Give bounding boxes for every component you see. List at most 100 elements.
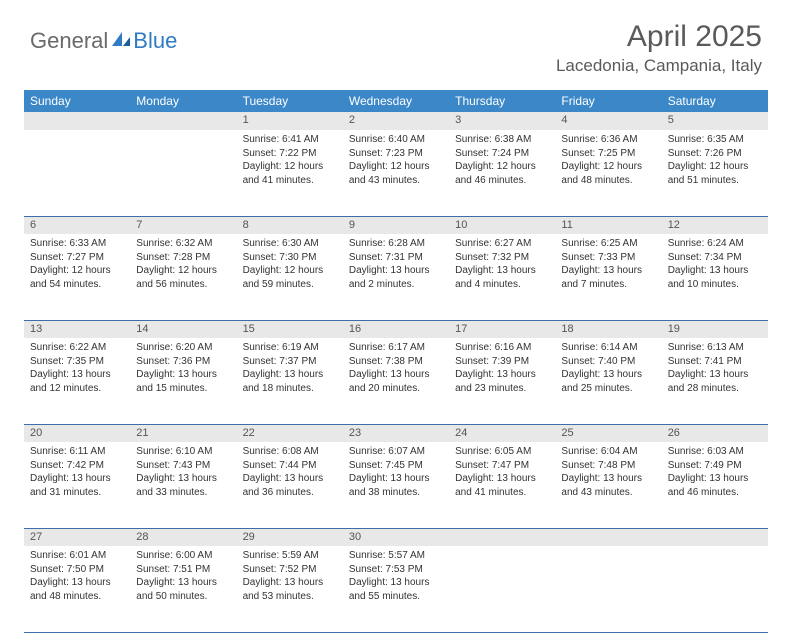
sunrise-text: Sunrise: 6:33 AM	[30, 237, 124, 251]
day-details: Sunrise: 6:40 AMSunset: 7:23 PMDaylight:…	[343, 130, 449, 193]
daylight-text: Daylight: 13 hours and 53 minutes.	[243, 576, 337, 603]
daylight-text: Daylight: 13 hours and 41 minutes.	[455, 472, 549, 499]
day-details: Sunrise: 6:25 AMSunset: 7:33 PMDaylight:…	[555, 234, 661, 297]
daynum-cell: 17	[449, 320, 555, 338]
daylight-text: Daylight: 12 hours and 51 minutes.	[668, 160, 762, 187]
daylight-text: Daylight: 13 hours and 38 minutes.	[349, 472, 443, 499]
weekday-header: Wednesday	[343, 90, 449, 112]
daynum-cell: 13	[24, 320, 130, 338]
day-cell	[24, 130, 130, 216]
day-number: 15	[237, 321, 343, 337]
day-cell: Sunrise: 6:03 AMSunset: 7:49 PMDaylight:…	[662, 442, 768, 528]
sunset-text: Sunset: 7:31 PM	[349, 251, 443, 265]
day-number: 11	[555, 217, 661, 233]
day-number: 12	[662, 217, 768, 233]
daylight-text: Daylight: 13 hours and 15 minutes.	[136, 368, 230, 395]
daynum-cell: 23	[343, 424, 449, 442]
day-number: 5	[662, 112, 768, 128]
daynum-cell	[449, 528, 555, 546]
daynum-cell: 26	[662, 424, 768, 442]
day-number: 14	[130, 321, 236, 337]
day-cell: Sunrise: 6:28 AMSunset: 7:31 PMDaylight:…	[343, 234, 449, 320]
sunset-text: Sunset: 7:52 PM	[243, 563, 337, 577]
day-details: Sunrise: 6:07 AMSunset: 7:45 PMDaylight:…	[343, 442, 449, 505]
sunrise-text: Sunrise: 6:19 AM	[243, 341, 337, 355]
sunrise-text: Sunrise: 6:00 AM	[136, 549, 230, 563]
daynum-cell	[662, 528, 768, 546]
day-number: 24	[449, 425, 555, 441]
sunset-text: Sunset: 7:35 PM	[30, 355, 124, 369]
day-number: 22	[237, 425, 343, 441]
sunrise-text: Sunrise: 6:27 AM	[455, 237, 549, 251]
day-number: 26	[662, 425, 768, 441]
sunrise-text: Sunrise: 6:20 AM	[136, 341, 230, 355]
day-details: Sunrise: 6:11 AMSunset: 7:42 PMDaylight:…	[24, 442, 130, 505]
page-title: April 2025	[556, 20, 762, 54]
daylight-text: Daylight: 12 hours and 54 minutes.	[30, 264, 124, 291]
daylight-text: Daylight: 13 hours and 18 minutes.	[243, 368, 337, 395]
daynum-cell: 7	[130, 216, 236, 234]
day-number: 17	[449, 321, 555, 337]
day-number: 6	[24, 217, 130, 233]
day-number: 1	[237, 112, 343, 128]
day-details: Sunrise: 6:33 AMSunset: 7:27 PMDaylight:…	[24, 234, 130, 297]
sunrise-text: Sunrise: 6:03 AM	[668, 445, 762, 459]
daynum-cell: 11	[555, 216, 661, 234]
day-details: Sunrise: 6:20 AMSunset: 7:36 PMDaylight:…	[130, 338, 236, 401]
logo-text-blue: Blue	[133, 28, 177, 53]
sunset-text: Sunset: 7:42 PM	[30, 459, 124, 473]
sunset-text: Sunset: 7:23 PM	[349, 147, 443, 161]
sunrise-text: Sunrise: 6:36 AM	[561, 133, 655, 147]
day-cell: Sunrise: 6:13 AMSunset: 7:41 PMDaylight:…	[662, 338, 768, 424]
daylight-text: Daylight: 13 hours and 55 minutes.	[349, 576, 443, 603]
day-cell: Sunrise: 6:40 AMSunset: 7:23 PMDaylight:…	[343, 130, 449, 216]
daynum-cell: 27	[24, 528, 130, 546]
sunrise-text: Sunrise: 6:28 AM	[349, 237, 443, 251]
day-number: 9	[343, 217, 449, 233]
daynum-row: 20212223242526	[24, 424, 768, 442]
day-cell: Sunrise: 6:04 AMSunset: 7:48 PMDaylight:…	[555, 442, 661, 528]
sunset-text: Sunset: 7:30 PM	[243, 251, 337, 265]
sunrise-text: Sunrise: 6:30 AM	[243, 237, 337, 251]
day-details: Sunrise: 6:19 AMSunset: 7:37 PMDaylight:…	[237, 338, 343, 401]
day-cell: Sunrise: 6:14 AMSunset: 7:40 PMDaylight:…	[555, 338, 661, 424]
daylight-text: Daylight: 13 hours and 43 minutes.	[561, 472, 655, 499]
day-cell: Sunrise: 6:17 AMSunset: 7:38 PMDaylight:…	[343, 338, 449, 424]
daylight-text: Daylight: 12 hours and 56 minutes.	[136, 264, 230, 291]
daylight-text: Daylight: 12 hours and 59 minutes.	[243, 264, 337, 291]
sunset-text: Sunset: 7:45 PM	[349, 459, 443, 473]
day-details: Sunrise: 6:38 AMSunset: 7:24 PMDaylight:…	[449, 130, 555, 193]
day-details: Sunrise: 6:24 AMSunset: 7:34 PMDaylight:…	[662, 234, 768, 297]
sunset-text: Sunset: 7:41 PM	[668, 355, 762, 369]
day-cell: Sunrise: 6:08 AMSunset: 7:44 PMDaylight:…	[237, 442, 343, 528]
sunset-text: Sunset: 7:38 PM	[349, 355, 443, 369]
day-number: 25	[555, 425, 661, 441]
day-cell: Sunrise: 6:07 AMSunset: 7:45 PMDaylight:…	[343, 442, 449, 528]
sunrise-text: Sunrise: 5:59 AM	[243, 549, 337, 563]
day-cell: Sunrise: 6:20 AMSunset: 7:36 PMDaylight:…	[130, 338, 236, 424]
day-cell: Sunrise: 6:35 AMSunset: 7:26 PMDaylight:…	[662, 130, 768, 216]
location-label: Lacedonia, Campania, Italy	[556, 56, 762, 76]
daynum-cell: 12	[662, 216, 768, 234]
sunset-text: Sunset: 7:28 PM	[136, 251, 230, 265]
day-cell: Sunrise: 6:10 AMSunset: 7:43 PMDaylight:…	[130, 442, 236, 528]
daynum-cell: 9	[343, 216, 449, 234]
day-number: 20	[24, 425, 130, 441]
sunrise-text: Sunrise: 6:17 AM	[349, 341, 443, 355]
daylight-text: Daylight: 13 hours and 36 minutes.	[243, 472, 337, 499]
sunrise-text: Sunrise: 6:01 AM	[30, 549, 124, 563]
sunset-text: Sunset: 7:26 PM	[668, 147, 762, 161]
weekday-header-row: Sunday Monday Tuesday Wednesday Thursday…	[24, 90, 768, 112]
weekday-header: Monday	[130, 90, 236, 112]
day-details: Sunrise: 6:22 AMSunset: 7:35 PMDaylight:…	[24, 338, 130, 401]
sunset-text: Sunset: 7:37 PM	[243, 355, 337, 369]
daynum-cell: 4	[555, 112, 661, 130]
weekday-header: Thursday	[449, 90, 555, 112]
day-cell: Sunrise: 6:16 AMSunset: 7:39 PMDaylight:…	[449, 338, 555, 424]
day-cell: Sunrise: 6:05 AMSunset: 7:47 PMDaylight:…	[449, 442, 555, 528]
day-details: Sunrise: 6:27 AMSunset: 7:32 PMDaylight:…	[449, 234, 555, 297]
daylight-text: Daylight: 13 hours and 25 minutes.	[561, 368, 655, 395]
daylight-text: Daylight: 13 hours and 31 minutes.	[30, 472, 124, 499]
day-details: Sunrise: 6:08 AMSunset: 7:44 PMDaylight:…	[237, 442, 343, 505]
sunset-text: Sunset: 7:47 PM	[455, 459, 549, 473]
